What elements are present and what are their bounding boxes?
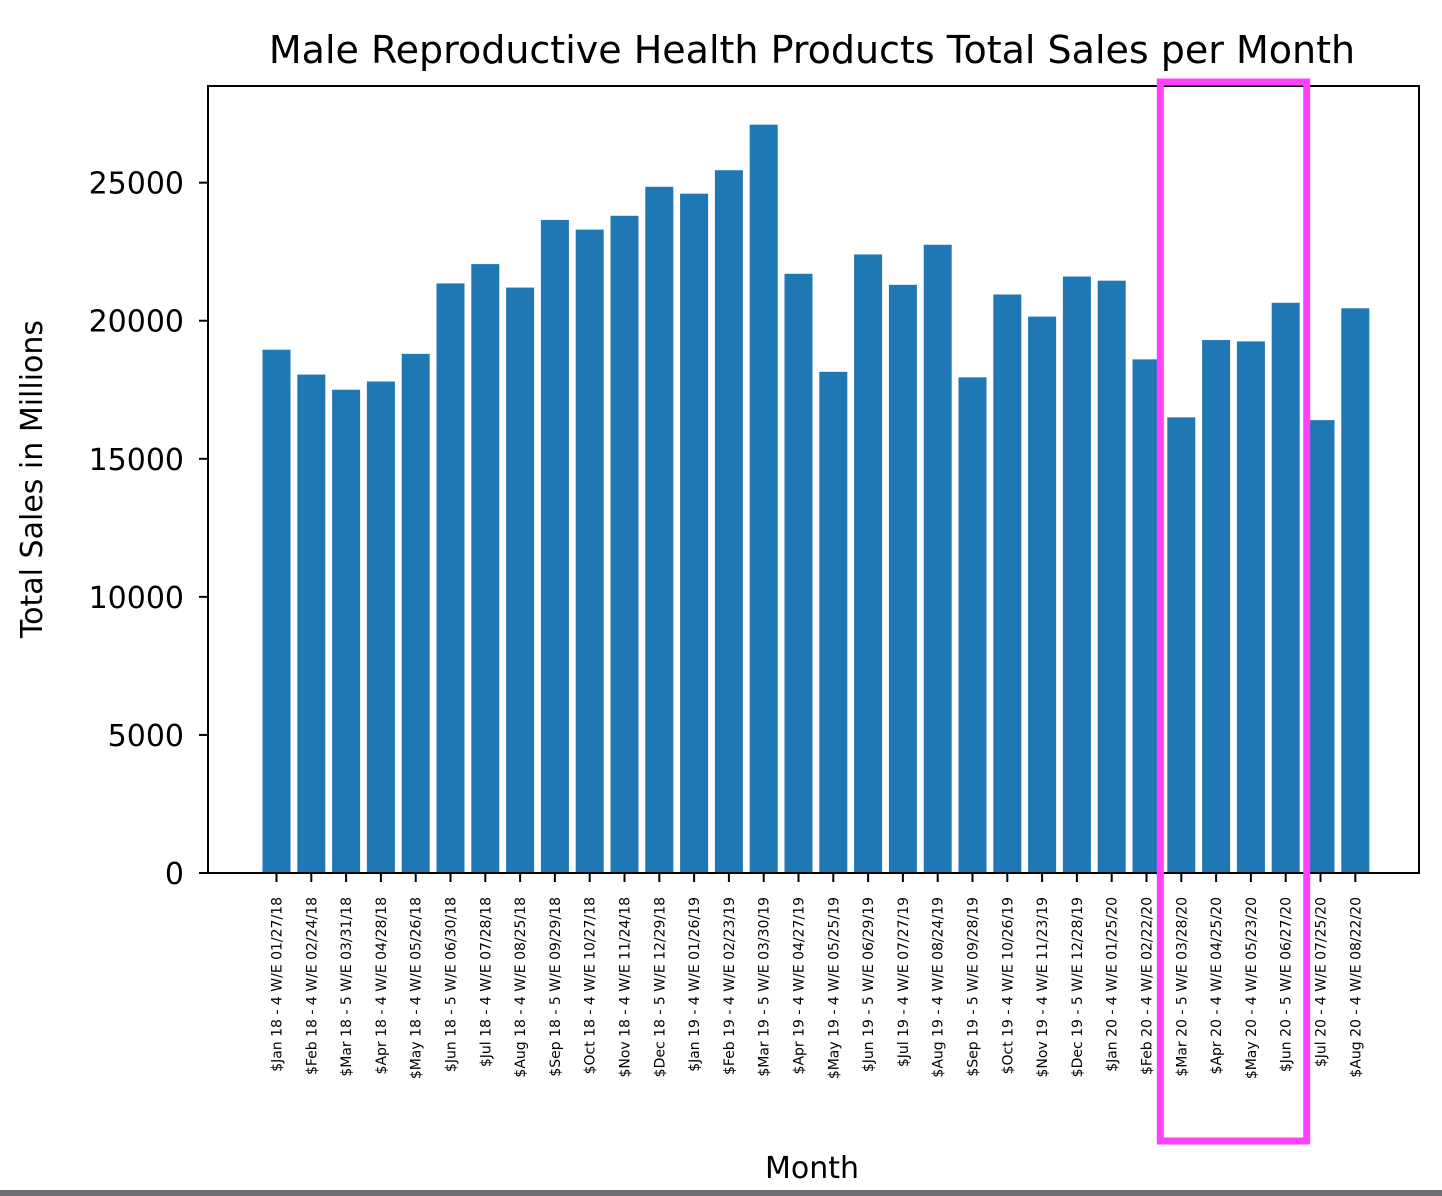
bar	[297, 374, 326, 873]
bar	[575, 229, 604, 874]
x-axis-ticks: $Jan 18 - 4 W/E 01/27/18 $Feb 18 - 4 W/E …	[270, 873, 1364, 1079]
y-tick-label: 10000	[89, 581, 184, 616]
plot-frame	[207, 85, 1420, 874]
x-axis-label: Month	[765, 1151, 859, 1186]
x-tick-label: $Dec 19 - 5 W/E 12/28/19	[1070, 897, 1086, 1077]
x-tick-label: $Jan 20 - 4 W/E 01/25/20	[1105, 897, 1121, 1072]
y-tick-label: 25000	[89, 167, 184, 202]
x-tick-label: $Jan 19 - 4 W/E 01/26/19	[687, 897, 703, 1072]
bar	[1097, 280, 1126, 873]
window-bottom-border	[0, 1190, 1442, 1196]
bar	[540, 219, 569, 873]
y-tick-label: 15000	[89, 443, 184, 478]
x-tick-label: $Oct 19 - 4 W/E 10/26/19	[1000, 897, 1016, 1074]
bar	[1341, 308, 1370, 873]
x-tick-label: $Mar 18 - 5 W/E 03/31/18	[339, 897, 355, 1077]
bar	[1202, 340, 1231, 873]
bar	[958, 377, 987, 873]
x-tick-label: $Nov 19 - 4 W/E 11/23/19	[1035, 897, 1051, 1078]
x-tick-label: $Jun 19 - 5 W/E 06/29/19	[861, 897, 877, 1072]
bar	[854, 254, 883, 873]
x-tick-label: $Jul 19 - 4 W/E 07/27/19	[896, 897, 912, 1067]
y-tick-label: 20000	[89, 305, 184, 340]
bar	[1167, 417, 1196, 873]
x-tick-label: $Nov 18 - 4 W/E 11/24/18	[618, 897, 634, 1078]
x-tick-label: $Mar 19 - 5 W/E 03/30/19	[757, 897, 773, 1077]
bar	[366, 381, 395, 873]
bar	[1236, 341, 1265, 873]
y-axis-ticks: 0 5000 10000 15000 20000 25000	[89, 167, 208, 892]
bar	[1132, 359, 1161, 873]
x-tick-label: $Jul 18 - 4 W/E 07/28/18	[478, 897, 494, 1067]
x-tick-label: $Jun 20 - 5 W/E 06/27/20	[1279, 897, 1295, 1072]
bars-group	[262, 124, 1370, 874]
bar	[888, 284, 917, 873]
bar	[1306, 420, 1335, 873]
bar	[749, 124, 778, 873]
x-tick-label: $Feb 19 - 4 W/E 02/23/19	[722, 897, 738, 1075]
x-tick-label: $Jul 20 - 4 W/E 07/25/20	[1314, 897, 1330, 1067]
x-tick-label: $Oct 18 - 4 W/E 10/27/18	[583, 897, 599, 1074]
bar	[401, 353, 430, 873]
y-axis-label: Total Sales in Millions	[15, 320, 50, 639]
bar	[714, 170, 743, 874]
y-tick-label: 5000	[108, 719, 184, 754]
bar	[993, 294, 1022, 873]
x-tick-label: $Feb 20 - 4 W/E 02/22/20	[1140, 897, 1156, 1075]
bar	[506, 287, 535, 874]
bar	[680, 193, 709, 873]
x-tick-label: $May 18 - 4 W/E 05/26/18	[409, 897, 425, 1079]
bar	[819, 371, 848, 873]
x-tick-label: $Apr 20 - 4 W/E 04/25/20	[1209, 897, 1225, 1074]
x-tick-label: $Feb 18 - 4 W/E 02/24/18	[304, 897, 320, 1075]
bar	[262, 349, 291, 874]
x-tick-label: $May 20 - 4 W/E 05/23/20	[1244, 897, 1260, 1079]
x-tick-label: $Sep 19 - 5 W/E 09/28/19	[966, 897, 982, 1077]
bar	[645, 186, 674, 874]
bar	[610, 215, 639, 874]
y-tick-label: 0	[165, 857, 184, 892]
x-tick-label: $Aug 19 - 4 W/E 08/24/19	[931, 897, 947, 1078]
chart-title: Male Reproductive Health Products Total …	[269, 28, 1355, 72]
x-tick-label: $May 19 - 4 W/E 05/25/19	[826, 897, 842, 1079]
highlight-box	[1156, 78, 1311, 1145]
bar	[1062, 276, 1091, 873]
x-tick-label: $Apr 18 - 4 W/E 04/28/18	[374, 897, 390, 1074]
x-tick-label: $Mar 20 - 5 W/E 03/28/20	[1174, 897, 1190, 1077]
bar	[332, 389, 361, 873]
bar	[1028, 316, 1057, 874]
bar	[436, 283, 465, 873]
bar	[471, 264, 500, 873]
x-tick-label: $Jan 18 - 4 W/E 01/27/18	[270, 897, 286, 1072]
bar	[1271, 302, 1300, 873]
bar	[784, 273, 813, 873]
x-tick-label: $Dec 18 - 5 W/E 12/29/18	[652, 897, 668, 1077]
x-tick-label: $Sep 18 - 5 W/E 09/29/18	[548, 897, 564, 1077]
x-tick-label: $Aug 18 - 4 W/E 08/25/18	[513, 897, 529, 1078]
x-tick-label: $Aug 20 - 4 W/E 08/22/20	[1348, 897, 1364, 1078]
bar	[923, 244, 952, 873]
x-tick-label: $Jun 18 - 5 W/E 06/30/18	[444, 897, 460, 1072]
x-tick-label: $Apr 19 - 4 W/E 04/27/19	[792, 897, 808, 1074]
